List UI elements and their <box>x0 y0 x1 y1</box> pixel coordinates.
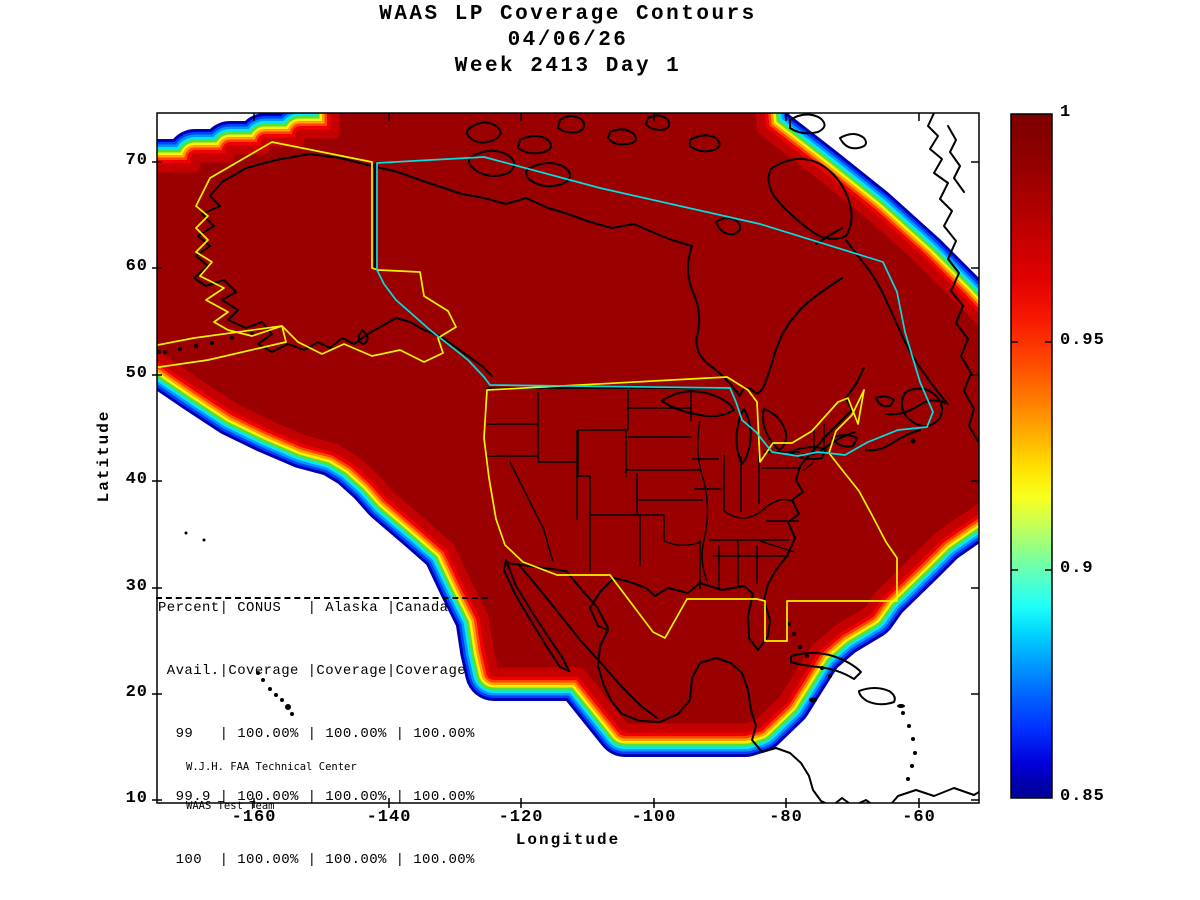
y-axis-label: Latitude <box>95 409 113 503</box>
conus-alaska-region-boundary <box>157 141 898 642</box>
colorbar-tick-marks <box>1011 341 1052 571</box>
canada-region-boundary <box>376 156 934 457</box>
x-axis-label: Longitude <box>515 831 621 849</box>
availability-table-header-row1: Percent| CONUS | Alaska |Canada <box>158 600 449 616</box>
small-island-dots <box>157 332 917 781</box>
y-tick-label: 30 <box>125 577 148 596</box>
colorbar-tick-label: 0.95 <box>1060 331 1105 350</box>
colorbar-frame <box>1010 113 1053 799</box>
y-tick-label: 60 <box>125 257 148 276</box>
attribution-line2: WAAS Test Team <box>186 800 275 812</box>
state-border-lines <box>486 390 825 590</box>
coastline-outlines <box>193 113 979 803</box>
x-tick-label: -160 <box>231 808 277 827</box>
x-tick-label: -120 <box>498 808 544 827</box>
colorbar-tick-label: 0.85 <box>1060 787 1105 806</box>
axis-tick-marks <box>152 113 979 808</box>
y-tick-label: 10 <box>125 789 148 808</box>
x-tick-label: -80 <box>769 808 803 827</box>
plot-title-line1: WAAS LP Coverage Contours <box>379 3 757 26</box>
coverage-contour-field <box>157 113 979 803</box>
availability-table: Percent| CONUS | Alaska |Canada Avail.|C… <box>158 556 475 900</box>
plot-title-date: 04/06/26 <box>507 29 629 52</box>
y-tick-label: 50 <box>125 364 148 383</box>
availability-table-row: 99.9 | 100.00% | 100.00% | 100.00% <box>158 789 475 805</box>
colorbar <box>1010 113 1053 799</box>
attribution-line1: W.J.H. FAA Technical Center <box>186 761 357 773</box>
availability-table-header-row2: Avail.|Coverage |Coverage|Coverage <box>158 663 467 679</box>
plot-title-week-day: Week 2413 Day 1 <box>454 55 682 78</box>
axes-box <box>156 112 980 804</box>
colorbar-tick-label: 0.9 <box>1060 559 1094 578</box>
colorbar-tick-label: 1 <box>1060 103 1072 122</box>
y-tick-label: 70 <box>125 151 148 170</box>
y-tick-label: 40 <box>125 470 148 489</box>
attribution-text: W.J.H. FAA Technical Center WAAS Test Te… <box>186 735 357 839</box>
availability-table-divider <box>156 597 488 599</box>
y-tick-label: 20 <box>125 683 148 702</box>
availability-table-row: 99 | 100.00% | 100.00% | 100.00% <box>158 726 475 742</box>
x-tick-label: -140 <box>366 808 412 827</box>
colorbar-gradient-bar <box>1011 114 1052 798</box>
availability-table-row: 100 | 100.00% | 100.00% | 100.00% <box>158 852 475 868</box>
x-tick-label: -60 <box>902 808 936 827</box>
x-tick-label: -100 <box>631 808 677 827</box>
